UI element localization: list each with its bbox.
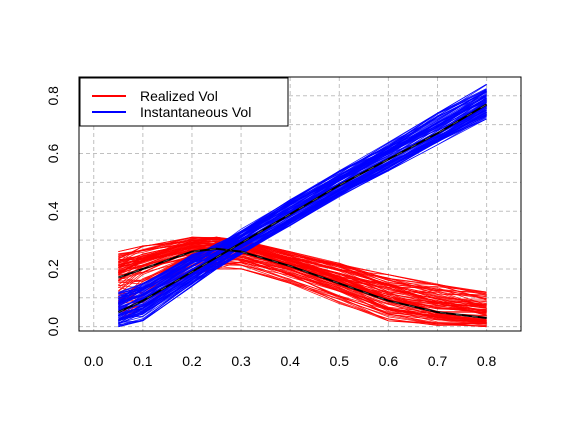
series-paths-1 [118, 83, 487, 328]
mean-line-highlight-1 [118, 104, 487, 313]
sim-path [118, 94, 487, 304]
sim-path [118, 115, 487, 318]
x-tick-label: 0.5 [330, 353, 350, 369]
sim-path [118, 238, 487, 295]
sim-path [118, 240, 487, 299]
sim-path [118, 94, 487, 305]
sim-path [118, 236, 487, 296]
sim-path [118, 113, 487, 325]
sim-path [118, 242, 487, 305]
y-tick-label: 0.4 [45, 201, 61, 221]
sim-path [118, 238, 487, 298]
sim-path [118, 115, 487, 328]
x-tick-label: 0.3 [231, 353, 251, 369]
x-tick-label: 0.4 [280, 353, 300, 369]
y-tick-label: 0.2 [45, 259, 61, 279]
mean-lines [117, 103, 488, 319]
sim-path [118, 251, 487, 322]
mean-line-highlight-0 [118, 248, 487, 319]
sim-path [118, 100, 487, 307]
sim-path [118, 251, 487, 321]
sim-path [118, 83, 487, 294]
x-tick-label: 0.2 [182, 353, 202, 369]
sim-path [118, 109, 487, 322]
sim-path [118, 241, 487, 313]
sim-path [118, 243, 487, 310]
sim-path [118, 257, 487, 325]
y-tick-label: 0.0 [45, 317, 61, 337]
sim-path [118, 105, 487, 320]
x-tick-label: 0.6 [379, 353, 399, 369]
plot-frame [78, 76, 522, 332]
legend-label-1: Instantaneous Vol [140, 104, 251, 120]
y-tick-label: 0.8 [45, 86, 61, 106]
x-tick-label: 0.7 [428, 353, 448, 369]
sim-path [118, 236, 487, 301]
axes: 0.0 0.1 0.2 0.3 0.4 0.5 0.6 0.7 0.8 0.0 0.2 0.4 0.6 0… [45, 76, 522, 369]
sim-path [118, 245, 487, 316]
x-tick-label: 0.1 [133, 353, 153, 369]
x-tick-label: 0.8 [477, 353, 497, 369]
sim-path [118, 112, 487, 322]
mean-line-0 [117, 247, 487, 319]
mean-line-1 [117, 103, 488, 314]
sim-path [118, 252, 487, 320]
x-tick-label: 0.0 [84, 353, 104, 369]
sim-path [118, 84, 487, 296]
legend-box [79, 77, 289, 127]
y-tick-label: 0.6 [45, 144, 61, 164]
sim-path [118, 253, 487, 323]
legend-label-0: Realized Vol [140, 88, 218, 104]
